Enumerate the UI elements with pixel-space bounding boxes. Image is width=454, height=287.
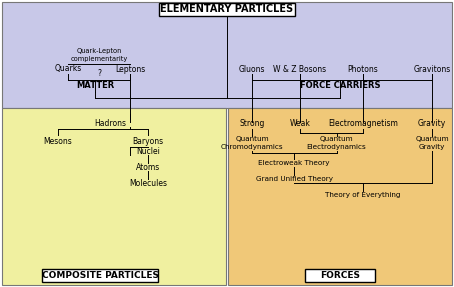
Text: Gluons: Gluons — [239, 65, 265, 73]
Bar — [42, 269, 158, 282]
Text: Quantum
Gravity: Quantum Gravity — [415, 137, 449, 150]
Text: Gravitons: Gravitons — [414, 65, 451, 73]
Text: Baryons: Baryons — [133, 137, 163, 146]
Text: Quark-Lepton
complementarity: Quark-Lepton complementarity — [70, 49, 128, 61]
Text: Atoms: Atoms — [136, 162, 160, 172]
Text: Gravity: Gravity — [418, 119, 446, 127]
Text: Mesons: Mesons — [44, 137, 72, 146]
Text: Quarks: Quarks — [54, 65, 82, 73]
Text: Hadrons: Hadrons — [94, 119, 126, 127]
Text: Grand Unified Theory: Grand Unified Theory — [256, 176, 333, 182]
Text: Strong: Strong — [239, 119, 265, 127]
Text: MATTER: MATTER — [76, 82, 114, 90]
Text: Molecules: Molecules — [129, 179, 167, 187]
Bar — [2, 108, 226, 285]
Bar — [305, 269, 375, 282]
Text: Electroweak Theory: Electroweak Theory — [258, 160, 330, 166]
Text: Weak: Weak — [290, 119, 311, 127]
Text: Leptons: Leptons — [115, 65, 145, 73]
Text: ?: ? — [97, 69, 101, 79]
Bar — [159, 3, 295, 15]
Text: ELEMENTARY PARTICLES: ELEMENTARY PARTICLES — [160, 4, 294, 14]
Text: Photons: Photons — [348, 65, 378, 73]
Text: Electromagnetism: Electromagnetism — [328, 119, 398, 127]
Text: COMPOSITE PARTICLES: COMPOSITE PARTICLES — [41, 271, 158, 280]
Text: Quantum
Chromodynamics: Quantum Chromodynamics — [221, 137, 283, 150]
Text: Theory of Everything: Theory of Everything — [326, 192, 401, 198]
Text: Quantum
Electrodynamics: Quantum Electrodynamics — [306, 137, 366, 150]
Text: W & Z Bosons: W & Z Bosons — [273, 65, 326, 73]
Bar — [2, 2, 452, 108]
Text: FORCE CARRIERS: FORCE CARRIERS — [300, 82, 380, 90]
Text: FORCES: FORCES — [320, 271, 360, 280]
Text: Nuclei: Nuclei — [136, 146, 160, 156]
Bar — [228, 108, 452, 285]
